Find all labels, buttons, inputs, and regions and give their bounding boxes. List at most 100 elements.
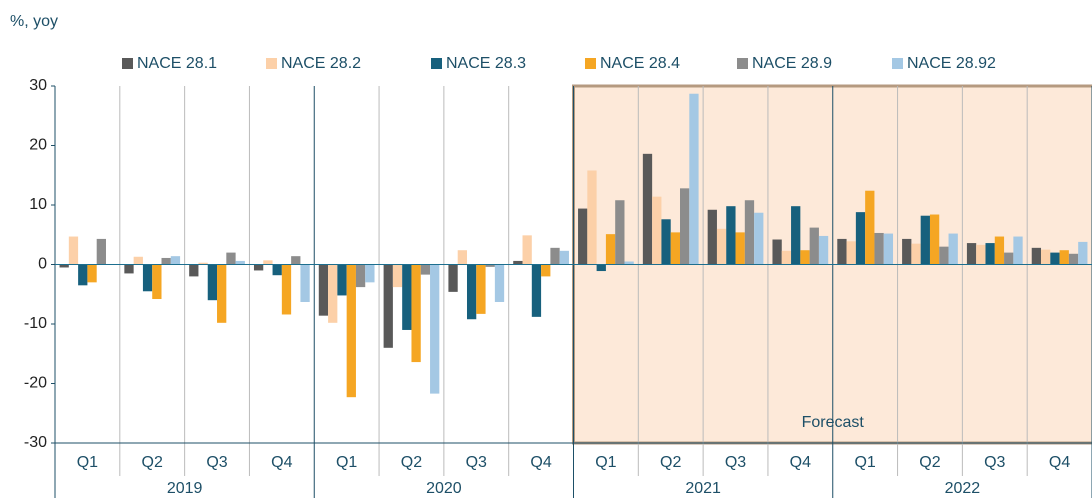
- x-tick-label: Q3: [984, 454, 1005, 471]
- bar: [263, 260, 273, 265]
- bar: [466, 264, 477, 320]
- bar: [217, 264, 227, 323]
- bar: [809, 227, 819, 265]
- legend-label: NACE 28.2: [281, 55, 361, 72]
- y-tick-label: 0: [38, 256, 47, 273]
- bar: [383, 264, 393, 348]
- year-label: 2021: [685, 480, 721, 497]
- y-tick-label: 10: [29, 196, 47, 213]
- bar: [96, 238, 106, 265]
- legend-swatch: [122, 58, 133, 69]
- bar: [300, 264, 310, 302]
- bar: [605, 234, 616, 265]
- bar: [865, 190, 875, 265]
- bar: [689, 93, 699, 265]
- bar: [781, 250, 792, 265]
- bar: [68, 236, 79, 265]
- bar: [1059, 250, 1069, 265]
- x-tick-label: Q1: [854, 454, 875, 471]
- bar: [328, 264, 338, 323]
- bar: [541, 264, 551, 277]
- bar: [985, 243, 995, 265]
- x-tick-label: Q2: [660, 454, 681, 471]
- legend-label: NACE 28.1: [137, 55, 217, 72]
- bar: [615, 200, 625, 265]
- legend-label: NACE 28.92: [907, 55, 996, 72]
- legend-label: NACE 28.3: [446, 55, 526, 72]
- bar: [1031, 247, 1042, 265]
- bar: [133, 256, 143, 265]
- bar: [966, 243, 977, 265]
- bar: [707, 209, 717, 265]
- bar: [161, 257, 171, 265]
- bar: [939, 246, 949, 265]
- x-tick-label: Q1: [595, 454, 616, 471]
- bar: [207, 264, 218, 301]
- bar: [920, 215, 930, 265]
- bar: [1050, 252, 1060, 265]
- bar: [716, 228, 727, 265]
- bar: [911, 243, 921, 265]
- bar: [235, 260, 245, 265]
- bar: [291, 256, 301, 265]
- bar: [253, 264, 264, 271]
- bar: [559, 250, 569, 265]
- x-tick-label: Q1: [77, 454, 98, 471]
- bar: [587, 170, 597, 265]
- bar: [874, 232, 884, 265]
- y-tick-label: 30: [29, 77, 47, 94]
- legend-swatch: [585, 58, 596, 69]
- bar: [272, 264, 282, 276]
- legend-swatch: [892, 58, 903, 69]
- y-axis-label: %, yoy: [10, 13, 58, 30]
- bar: [735, 232, 745, 265]
- bar: [402, 264, 412, 330]
- bar: [726, 206, 736, 265]
- bar: [226, 252, 236, 265]
- bar: [392, 264, 403, 288]
- bar: [902, 238, 912, 265]
- bar: [170, 256, 181, 265]
- bar: [337, 264, 347, 296]
- bar: [448, 264, 458, 292]
- x-tick-label: Q2: [401, 454, 422, 471]
- bar: [420, 264, 431, 275]
- x-tick-label: Q2: [919, 454, 940, 471]
- bar: [791, 206, 801, 265]
- bar: [457, 250, 467, 265]
- y-tick-label: -20: [24, 375, 47, 392]
- bar: [661, 219, 671, 265]
- bar: [837, 238, 847, 265]
- bar: [365, 264, 375, 283]
- y-tick-label: 20: [29, 137, 47, 154]
- bar: [596, 264, 606, 272]
- bar: [189, 264, 199, 277]
- bar: [124, 264, 134, 274]
- bar: [550, 247, 560, 265]
- legend-swatch: [737, 58, 748, 69]
- x-tick-label: Q4: [1049, 454, 1070, 471]
- bar: [346, 264, 356, 398]
- bar: [59, 264, 69, 268]
- bar: [1068, 253, 1079, 265]
- bar: [485, 264, 495, 267]
- bar: [522, 235, 532, 265]
- bar: [948, 233, 958, 265]
- bar: [87, 264, 97, 283]
- year-label: 2019: [167, 480, 203, 497]
- bar: [78, 264, 88, 286]
- bar: [1013, 236, 1023, 265]
- bar: [855, 212, 866, 265]
- bar: [744, 200, 755, 265]
- bar: [476, 264, 486, 314]
- bar: [818, 235, 829, 265]
- bar: [355, 264, 366, 288]
- bar: [772, 239, 782, 265]
- legend-swatch: [431, 58, 442, 69]
- x-tick-label: Q3: [725, 454, 746, 471]
- bar: [883, 233, 894, 265]
- x-tick-label: Q2: [142, 454, 163, 471]
- bar: [494, 264, 505, 302]
- legend-label: NACE 28.9: [752, 55, 832, 72]
